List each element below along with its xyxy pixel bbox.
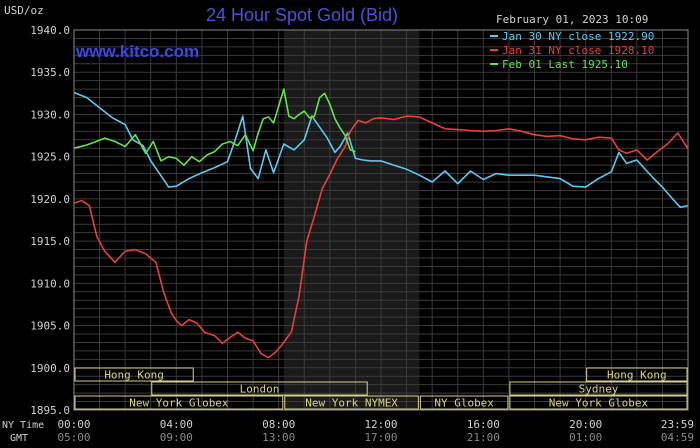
- x-tick-label-ny: 20:00: [569, 418, 602, 431]
- session-box: [586, 367, 688, 382]
- watermark: www.kitco.com: [75, 42, 199, 61]
- y-tick-label: 1930.0: [30, 108, 70, 121]
- timestamp: February 01, 2023 10:09: [496, 13, 648, 26]
- session-label: Sydney: [579, 383, 619, 396]
- x-tick-label-ny: 00:00: [57, 418, 90, 431]
- nymex-shaded-region: [283, 30, 420, 410]
- session-box: [509, 395, 688, 410]
- grid: [73, 29, 689, 411]
- x-tick-label-gmt: 04:59: [661, 431, 694, 444]
- x-tick-label-ny: 08:00: [262, 418, 295, 431]
- x-tick-label-gmt: 21:00: [467, 431, 500, 444]
- legend-entry: Feb 01 Last 1925.10: [502, 58, 628, 71]
- series-line-1: [73, 91, 688, 209]
- legend-entry: Jan 31 NY close 1928.10: [502, 44, 654, 57]
- x-tick-label-gmt: 09:00: [160, 431, 193, 444]
- x-tick-label-ny: 04:00: [160, 418, 193, 431]
- chart-title: 24 Hour Spot Gold (Bid): [206, 5, 398, 25]
- x-tick-label-gmt: 13:00: [262, 431, 295, 444]
- series-lines: [73, 88, 689, 359]
- y-tick-labels: 1940.0 1935.0 1930.0 1925.0 1920.0 1915.0 1910…: [30, 24, 70, 417]
- series-line-2: [73, 115, 689, 359]
- session-box: [284, 395, 419, 410]
- session-box: [74, 367, 194, 382]
- ny-time-row-label: NY Time: [2, 420, 44, 431]
- y-tick-label: 1915.0: [30, 235, 70, 248]
- session-box: [74, 395, 284, 410]
- gmt-row-label: GMT: [10, 433, 28, 444]
- x-tick-label-ny: 16:00: [467, 418, 500, 431]
- series-line-3: [73, 88, 356, 166]
- session-label: New York NYMEX: [305, 397, 398, 410]
- plot-frame: [73, 29, 689, 411]
- y-tick-label: 1925.0: [30, 151, 70, 164]
- session-label: Hong Kong: [607, 369, 667, 382]
- x-tick-label-ny: 23:59: [661, 418, 694, 431]
- y-tick-label: 1935.0: [30, 66, 70, 79]
- y-tick-label: 1905.0: [30, 320, 70, 333]
- y-tick-label: 1910.0: [30, 277, 70, 290]
- y-tick-label: 1940.0: [30, 24, 70, 37]
- y-tick-label: 1920.0: [30, 193, 70, 206]
- y-tick-label: 1900.0: [30, 362, 70, 375]
- x-tick-label-gmt: 01:00: [569, 431, 602, 444]
- session-label: London: [240, 383, 280, 396]
- x-tick-label-gmt: 05:00: [57, 431, 90, 444]
- session-box: [151, 381, 368, 396]
- session-box: [509, 381, 688, 396]
- x-tick-label-gmt: 17:00: [364, 431, 397, 444]
- y-tick-label: 1895.0: [30, 404, 70, 417]
- x-tick-labels: 00:00 04:00 08:00 12:00 16:00 20:00 23:59 05:00…: [57, 418, 694, 444]
- session-label: Hong Kong: [104, 369, 164, 382]
- y-axis-unit: USD/oz: [4, 4, 44, 17]
- legend-entry: Jan 30 NY close 1922.90: [502, 30, 654, 43]
- session-box: [419, 395, 509, 410]
- session-label: NY Globex: [434, 397, 494, 410]
- session-label: New York Globex: [129, 397, 229, 410]
- x-tick-label-ny: 12:00: [364, 418, 397, 431]
- session-label: New York Globex: [549, 397, 649, 410]
